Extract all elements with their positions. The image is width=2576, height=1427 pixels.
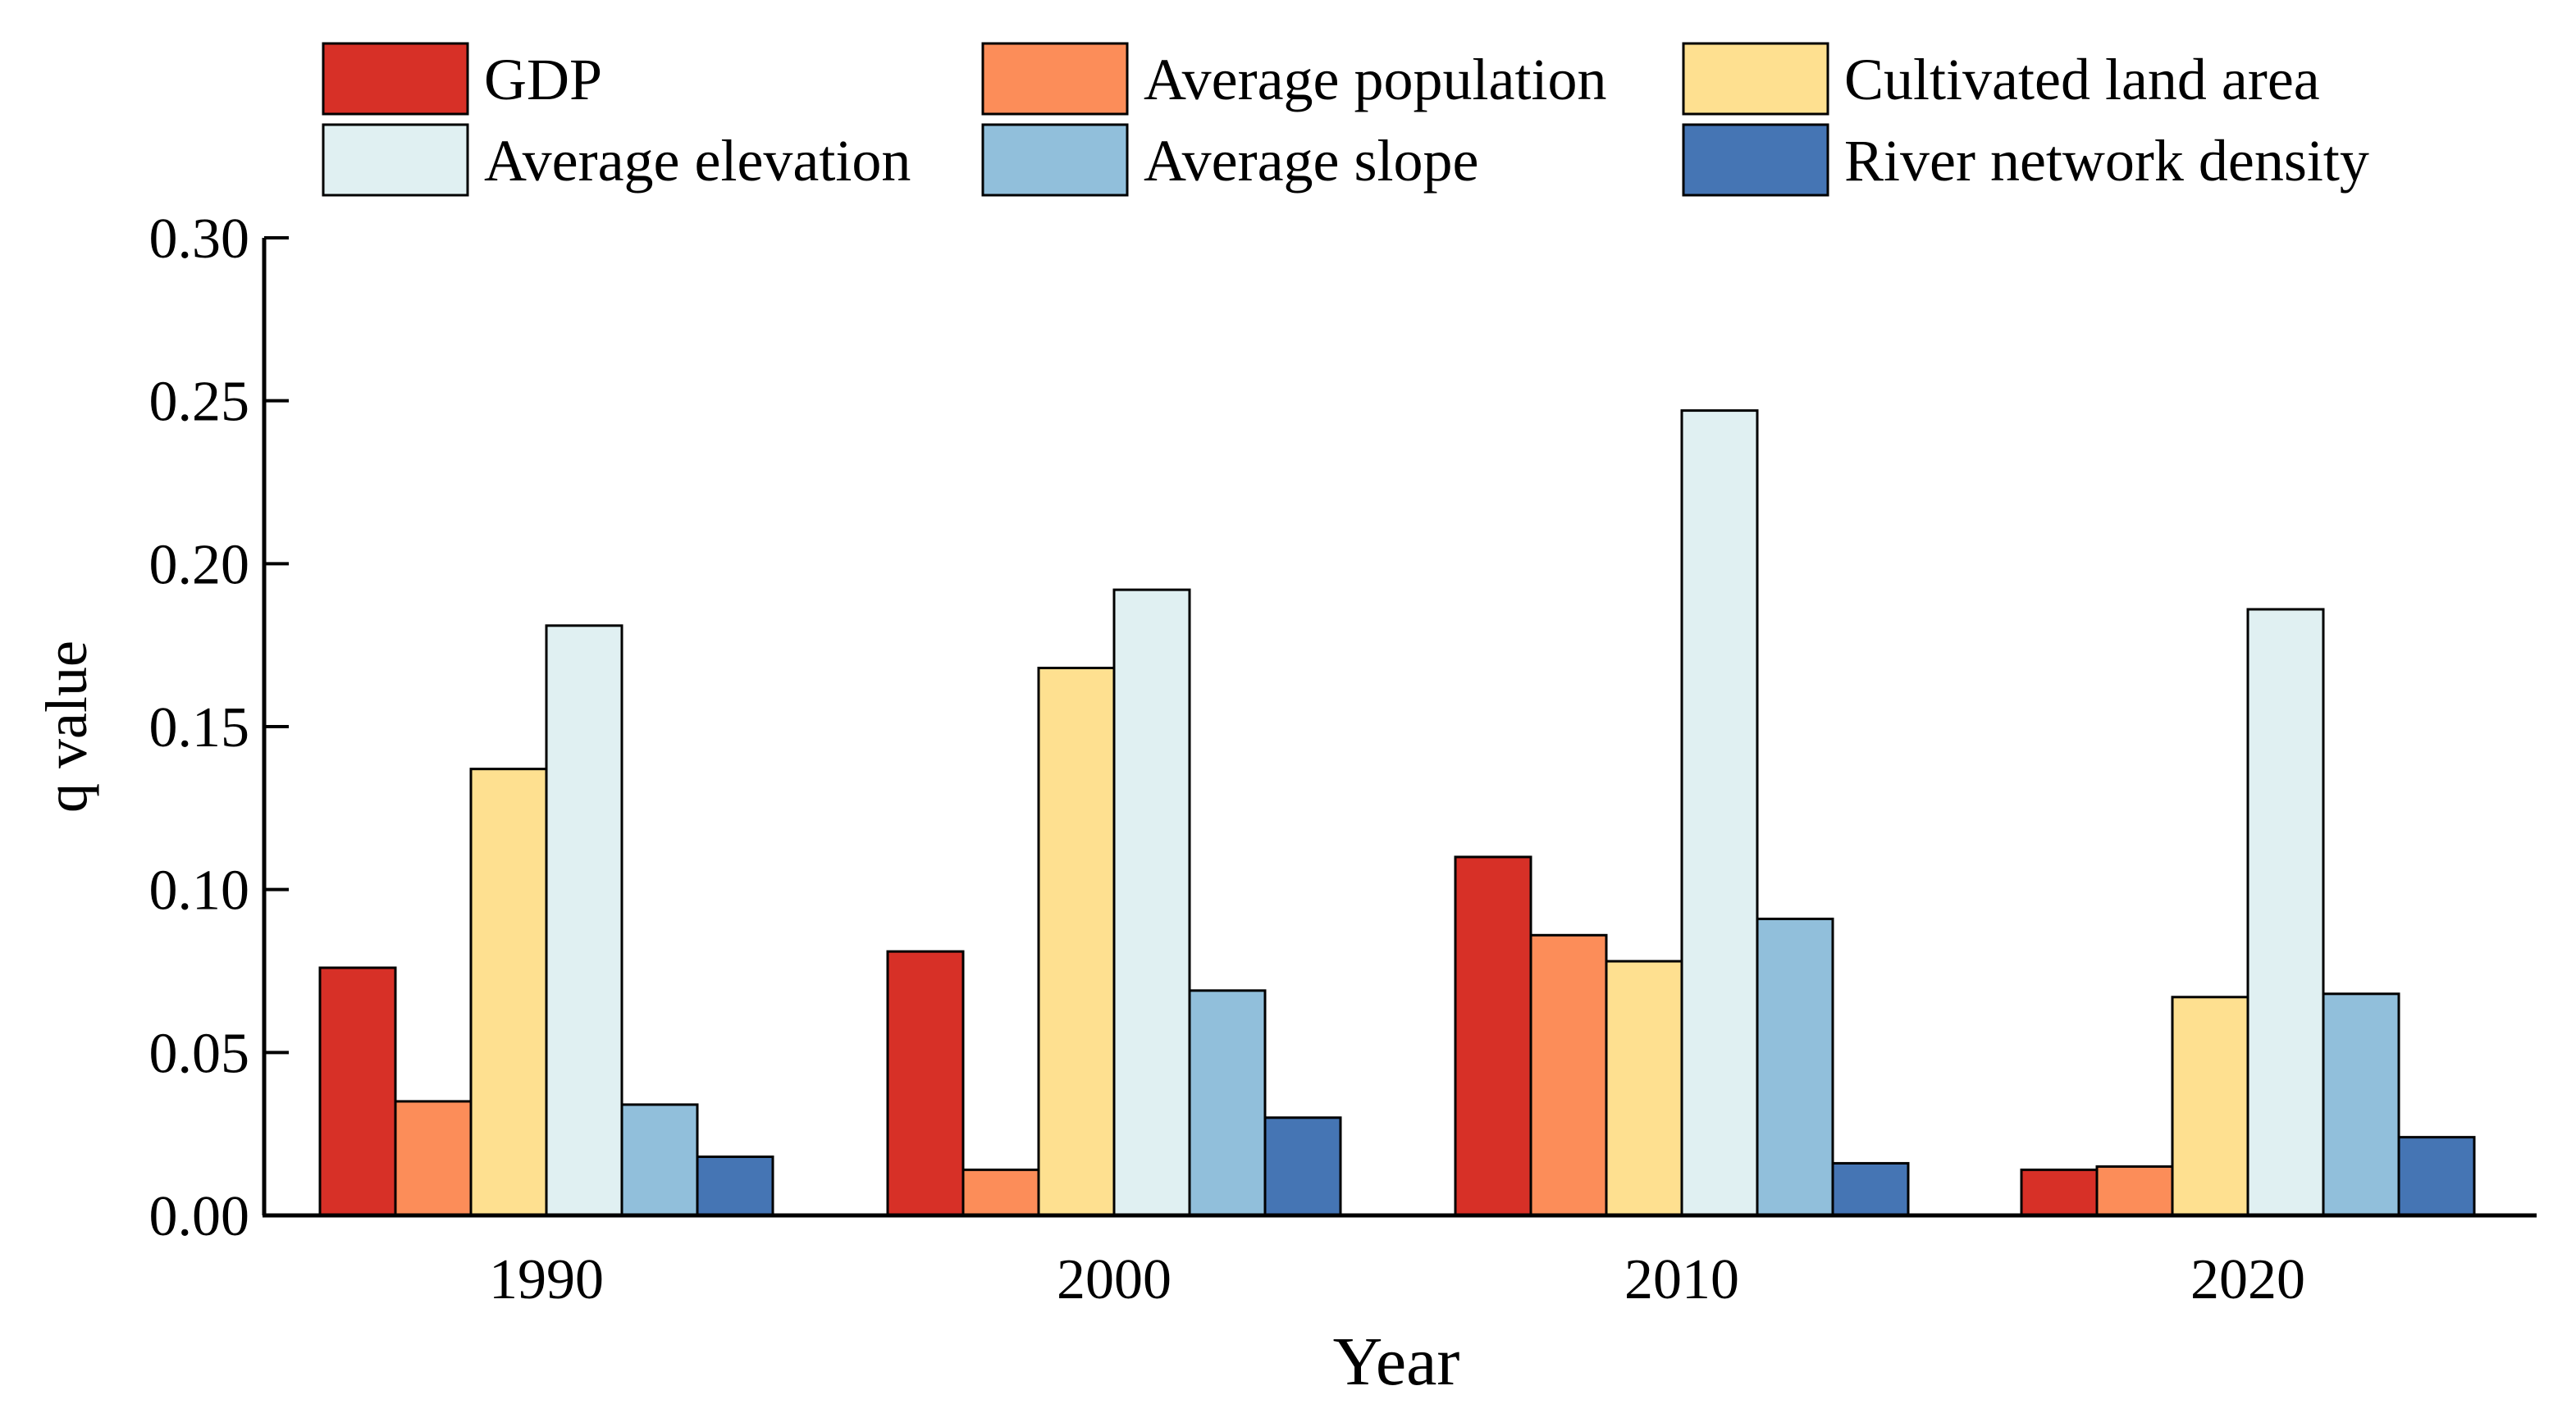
y-tick-label: 0.15 bbox=[149, 696, 250, 759]
x-ticks: 1990 2000 2010 2020 bbox=[489, 1248, 2305, 1311]
bar-1990-average-slope bbox=[620, 1103, 699, 1217]
bar-2000-cultivated-land-area bbox=[1037, 666, 1116, 1217]
bar-2010-average-slope bbox=[1756, 917, 1834, 1217]
bar-2010-average-population bbox=[1529, 933, 1608, 1217]
y-ticks: 0.00 0.05 0.10 0.15 0.20 0.25 0.30 bbox=[149, 207, 289, 1248]
x-tick-label: 2020 bbox=[2190, 1248, 2305, 1311]
y-tick-label: 0.05 bbox=[149, 1022, 250, 1085]
x-tick-label: 1990 bbox=[489, 1248, 604, 1311]
legend-swatch bbox=[1682, 123, 1829, 197]
bar-2000-average-slope bbox=[1188, 989, 1267, 1217]
bar-2000-average-elevation bbox=[1112, 588, 1191, 1217]
legend-swatch bbox=[322, 123, 469, 197]
bar-2020-cultivated-land-area bbox=[2171, 996, 2249, 1217]
legend-label: River network density bbox=[1844, 128, 2369, 194]
bar-2020-gdp bbox=[2020, 1168, 2099, 1217]
y-tick-label: 0.10 bbox=[149, 859, 250, 923]
bar-2000-river-network-density bbox=[1263, 1116, 1342, 1217]
y-axis-title: q value bbox=[34, 641, 99, 813]
legend-label: GDP bbox=[484, 47, 602, 112]
bar-2010-average-elevation bbox=[1680, 409, 1759, 1217]
legend-swatch bbox=[322, 42, 469, 116]
bar-2010-cultivated-land-area bbox=[1605, 960, 1683, 1217]
legend: GDP Average population Cultivated land are… bbox=[322, 42, 2369, 197]
legend-swatch bbox=[981, 42, 1129, 116]
legend-swatch bbox=[1682, 42, 1829, 116]
bar-2000-gdp bbox=[886, 950, 965, 1217]
x-tick-label: 2000 bbox=[1057, 1248, 1172, 1311]
x-tick-label: 2010 bbox=[1624, 1248, 1739, 1311]
bar-2000-average-population bbox=[961, 1168, 1040, 1217]
bar-1990-river-network-density bbox=[696, 1155, 774, 1217]
x-axis-title: Year bbox=[1333, 1324, 1460, 1400]
bar-1990-cultivated-land-area bbox=[469, 768, 548, 1217]
bar-1990-gdp bbox=[318, 966, 397, 1217]
legend-label: Average elevation bbox=[484, 128, 911, 194]
bar-2020-average-slope bbox=[2322, 992, 2400, 1217]
bar-2020-average-population bbox=[2095, 1165, 2174, 1217]
y-tick-label: 0.25 bbox=[149, 371, 250, 434]
bar-1990-average-elevation bbox=[545, 624, 623, 1217]
legend-label: Cultivated land area bbox=[1844, 47, 2320, 112]
bar-2020-river-network-density bbox=[2397, 1136, 2476, 1217]
legend-label: Average slope bbox=[1144, 128, 1478, 194]
legend-label: Average population bbox=[1144, 47, 1606, 112]
bar-2020-average-elevation bbox=[2246, 608, 2325, 1217]
y-tick-label: 0.20 bbox=[149, 533, 250, 596]
bar-2010-river-network-density bbox=[1831, 1161, 1910, 1217]
y-tick-label: 0.30 bbox=[149, 207, 250, 271]
bars-group bbox=[318, 409, 2476, 1217]
y-tick-label: 0.00 bbox=[149, 1185, 250, 1248]
bar-2010-gdp bbox=[1454, 855, 1532, 1217]
bar-1990-average-population bbox=[394, 1100, 473, 1217]
legend-swatch bbox=[981, 123, 1129, 197]
